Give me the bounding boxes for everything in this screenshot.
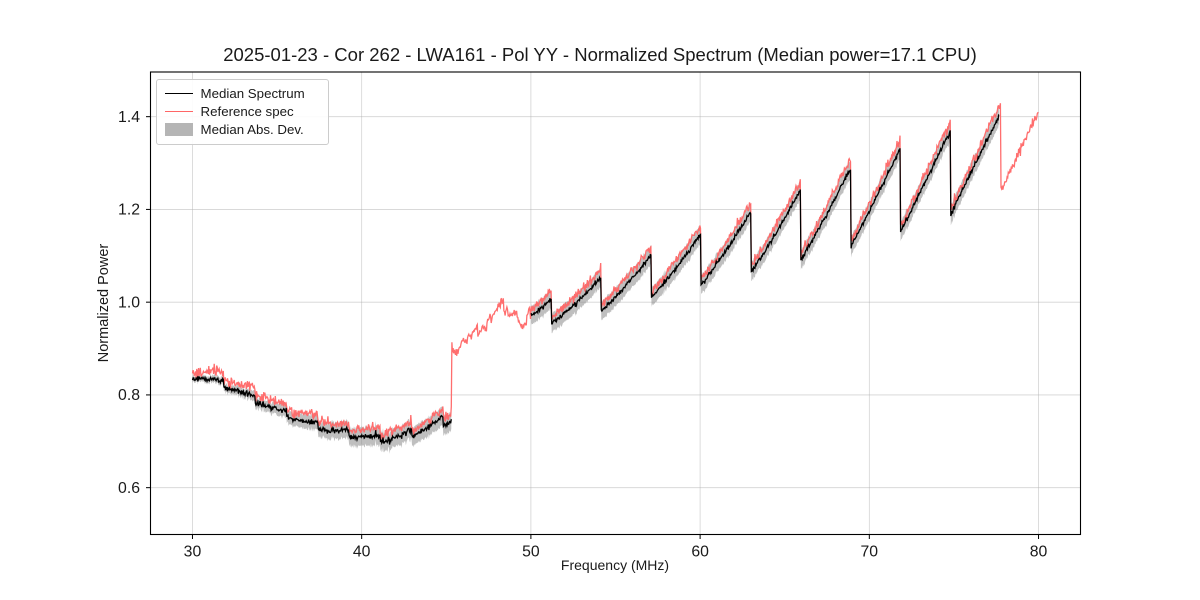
svg-text:80: 80 bbox=[1030, 544, 1048, 561]
svg-text:0.6: 0.6 bbox=[118, 480, 140, 497]
svg-text:30: 30 bbox=[184, 544, 202, 561]
svg-text:50: 50 bbox=[522, 544, 540, 561]
svg-text:1.0: 1.0 bbox=[118, 294, 140, 311]
svg-text:40: 40 bbox=[353, 544, 371, 561]
svg-text:1.4: 1.4 bbox=[118, 109, 140, 126]
svg-text:60: 60 bbox=[691, 544, 709, 561]
svg-text:70: 70 bbox=[861, 544, 879, 561]
svg-text:0.8: 0.8 bbox=[118, 387, 140, 404]
svg-text:1.2: 1.2 bbox=[118, 202, 140, 219]
